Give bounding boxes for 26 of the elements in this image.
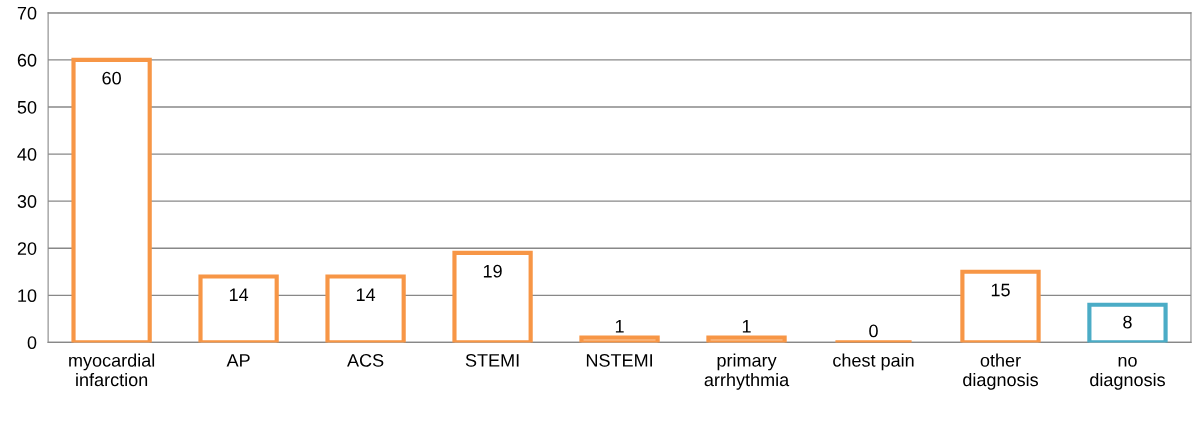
x-tick-label: myocardial infarction [69,353,155,387]
y-tick-label: 0 [27,336,37,350]
x-tick-label: NSTEMI [586,353,652,367]
data-label: 14 [356,288,376,301]
x-tick-label: primary arrhythmia [704,353,790,390]
x-tick-label: other diagnosis [963,353,1038,390]
data-label: 15 [991,283,1010,297]
data-label: 0 [869,324,878,338]
data-label: 19 [483,264,502,278]
y-tick-label: 30 [17,195,37,208]
x-tick-label: ACS [347,353,384,367]
x-tick-label: no diagnosis [1090,356,1165,390]
y-tick-label: 10 [18,289,37,303]
data-label: 1 [742,320,751,333]
x-tick-label: chest pain [833,353,914,371]
data-label: 8 [1123,315,1132,329]
data-label: 60 [102,71,121,85]
x-tick-label: AP [226,354,250,367]
y-tick-label: 40 [17,148,37,161]
data-label: 14 [229,288,249,301]
y-tick-label: 50 [17,100,37,114]
y-tick-label: 70 [17,6,37,20]
x-tick-label: STEMI [465,353,519,367]
y-tick-label: 60 [17,53,37,67]
y-tick-label: 20 [17,242,37,255]
data-label: 1 [615,320,624,333]
